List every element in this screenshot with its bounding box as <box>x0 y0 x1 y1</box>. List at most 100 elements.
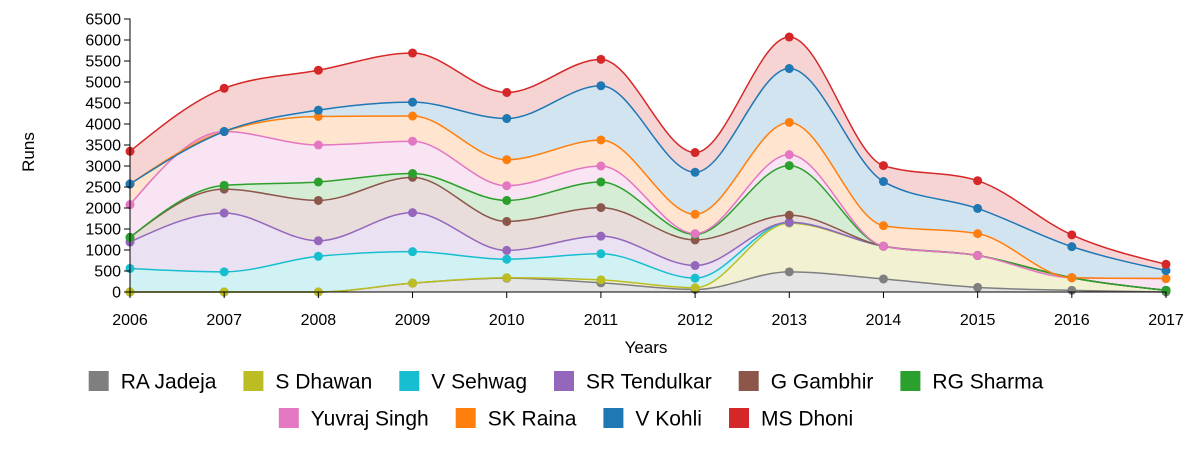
y-tick-label: 5000 <box>85 75 121 92</box>
point-sk-raina-2015 <box>973 229 983 239</box>
point-ms-dhoni-2011 <box>596 54 606 64</box>
x-tick: 2008 <box>301 292 336 329</box>
area-sk-raina <box>130 116 1166 279</box>
x-axis-line <box>129 291 1167 298</box>
x-axis: 2006 2007 2008 2009 2010 2011 2012 2013 2014 2015… <box>112 291 1184 329</box>
point-rg-sharma-2009 <box>408 169 418 179</box>
legend-swatch <box>900 371 921 391</box>
x-tick-label: 2007 <box>206 312 242 329</box>
x-tick: 2007 <box>206 292 242 329</box>
x-tick-label: 2016 <box>1054 312 1090 329</box>
point-sr-tendulkar-2011 <box>596 231 606 241</box>
y-tick-label: 3500 <box>85 138 121 155</box>
point-v-sehwag-2011 <box>596 249 606 259</box>
point-sr-tendulkar-2007 <box>219 208 229 218</box>
legend-swatch <box>603 408 624 428</box>
point-sk-raina-2010 <box>502 155 512 165</box>
point-yuvraj-singh-2012 <box>690 229 700 239</box>
x-tick-label: 2015 <box>960 312 996 329</box>
legend-swatch <box>243 371 264 391</box>
point-ms-dhoni-2015 <box>973 176 983 186</box>
legend-item-rg-sharma: RG Sharma <box>900 370 1044 393</box>
legend-label: SK Raina <box>488 407 577 430</box>
y-tick-label: 4500 <box>85 96 121 113</box>
legend-item-v-sehwag: V Sehwag <box>399 370 527 393</box>
point-g-gambhir-2011 <box>596 203 606 213</box>
point-s-dhawan-2009 <box>408 278 418 288</box>
point-ms-dhoni-2012 <box>690 148 700 158</box>
legend-label: V Sehwag <box>431 370 527 393</box>
x-tick-label: 2012 <box>677 312 713 329</box>
legend-swatch <box>88 371 109 391</box>
point-v-sehwag-2012 <box>690 273 700 283</box>
point-s-dhawan-2011 <box>596 275 606 285</box>
point-g-gambhir-2008 <box>313 195 323 205</box>
y-tick: 4000 <box>85 117 130 134</box>
legend-swatch <box>455 408 476 428</box>
point-v-kohli-2011 <box>596 81 606 91</box>
y-tick: 3500 <box>85 138 130 155</box>
y-tick-label: 5500 <box>85 54 121 71</box>
point-ra-jadeja-2014 <box>878 274 888 284</box>
y-tick-label: 1000 <box>85 243 121 260</box>
x-tick-label: 2006 <box>112 312 148 329</box>
point-v-sehwag-2007 <box>219 267 229 277</box>
x-tick: 2015 <box>960 292 996 329</box>
x-tick: 2016 <box>1054 292 1090 329</box>
y-tick-label: 6500 <box>85 12 121 29</box>
point-ms-dhoni-2017 <box>1161 259 1171 269</box>
x-tick: 2009 <box>395 292 431 329</box>
point-s-dhawan-2010 <box>502 273 512 283</box>
point-rg-sharma-2011 <box>596 177 606 187</box>
point-v-kohli-2013 <box>784 64 794 74</box>
legend-label: S Dhawan <box>275 370 372 393</box>
y-tick: 6000 <box>85 33 130 50</box>
point-ra-jadeja-2015 <box>973 282 983 292</box>
area-s-dhawan <box>130 223 1166 292</box>
legend-swatch <box>554 371 574 391</box>
x-tick: 2014 <box>866 292 901 329</box>
legend-item-ms-dhoni: MS Dhoni <box>729 407 853 430</box>
point-v-sehwag-2008 <box>313 251 323 261</box>
legend-label: SR Tendulkar <box>586 370 712 393</box>
point-ms-dhoni-2014 <box>878 161 888 171</box>
legend-swatch <box>278 408 299 428</box>
y-tick: 2500 <box>85 180 130 197</box>
x-tick-label: 2010 <box>489 312 525 329</box>
point-yuvraj-singh-2008 <box>313 140 323 150</box>
legend-item-yuvraj-singh: Yuvraj Singh <box>278 407 429 430</box>
point-sk-raina-2012 <box>690 209 700 219</box>
y-tick-label: 6000 <box>85 33 121 50</box>
legend: RA Jadeja S Dhawan V Sehwag SR Tendulkar G G… <box>88 370 1044 430</box>
x-tick-label: 2009 <box>395 312 431 329</box>
point-ra-jadeja-2013 <box>784 267 794 277</box>
point-sr-tendulkar-2010 <box>502 245 512 255</box>
y-tick: 3000 <box>85 159 130 176</box>
point-sr-tendulkar-2009 <box>408 208 418 218</box>
point-g-gambhir-2013 <box>784 210 794 220</box>
x-tick-label: 2017 <box>1148 312 1184 329</box>
point-yuvraj-singh-2013 <box>784 150 794 160</box>
point-sk-raina-2008 <box>313 111 323 121</box>
y-tick: 6500 <box>85 12 130 29</box>
legend-label: MS Dhoni <box>761 407 853 430</box>
legend-item-g-gambhir: G Gambhir <box>738 370 874 393</box>
legend-label: RG Sharma <box>932 370 1043 393</box>
legend-swatch <box>399 371 420 391</box>
point-sr-tendulkar-2013 <box>784 217 794 227</box>
y-tick: 2000 <box>85 201 130 218</box>
point-ms-dhoni-2016 <box>1067 230 1077 240</box>
y-axis-label: Runs <box>19 132 38 172</box>
point-rg-sharma-2017 <box>1161 285 1171 295</box>
area-v-kohli <box>130 68 1166 279</box>
area-ra-jadeja <box>130 271 1166 292</box>
legend-label: G Gambhir <box>771 370 874 393</box>
point-v-kohli-2017 <box>1161 266 1171 276</box>
area-v-sehwag <box>130 222 1166 292</box>
y-tick: 5000 <box>85 75 130 92</box>
point-sk-raina-2013 <box>784 117 794 127</box>
point-ms-dhoni-2008 <box>313 65 323 75</box>
y-tick-label: 2000 <box>85 201 121 218</box>
x-tick: 2010 <box>489 292 525 329</box>
point-rg-sharma-2013 <box>784 161 794 171</box>
